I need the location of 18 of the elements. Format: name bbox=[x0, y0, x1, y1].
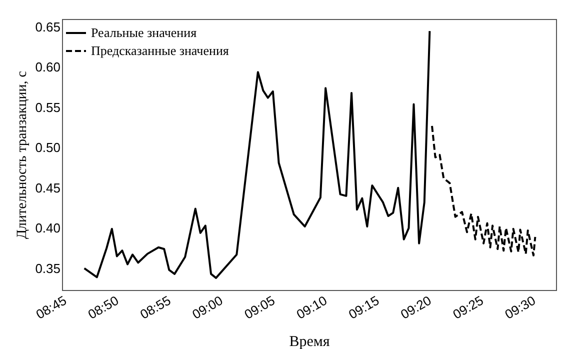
legend-label: Реальные значения bbox=[91, 25, 197, 40]
legend-label: Предсказанные значения bbox=[91, 43, 229, 58]
x-tick-label: 09:30 bbox=[502, 292, 538, 322]
x-axis-title: Время bbox=[289, 334, 330, 349]
line-series bbox=[83, 30, 431, 279]
y-tick-label: 0.50 bbox=[35, 140, 60, 156]
line-series bbox=[431, 124, 536, 256]
x-tick-label: 08:50 bbox=[85, 292, 122, 322]
x-tick-label: 09:20 bbox=[398, 292, 434, 322]
y-tick-label: 0.35 bbox=[35, 260, 60, 276]
y-axis-title: Длительность транзакции, с bbox=[15, 70, 30, 240]
y-tick-label: 0.60 bbox=[35, 60, 60, 75]
y-tick-label: 0.40 bbox=[35, 220, 60, 236]
x-tick-label: 09:00 bbox=[190, 292, 226, 322]
y-tick-label: 0.55 bbox=[35, 100, 60, 115]
x-tick-label: 09:10 bbox=[294, 292, 330, 322]
y-tick-label: 0.65 bbox=[35, 20, 60, 35]
y-tick-label: 0.45 bbox=[35, 180, 60, 196]
